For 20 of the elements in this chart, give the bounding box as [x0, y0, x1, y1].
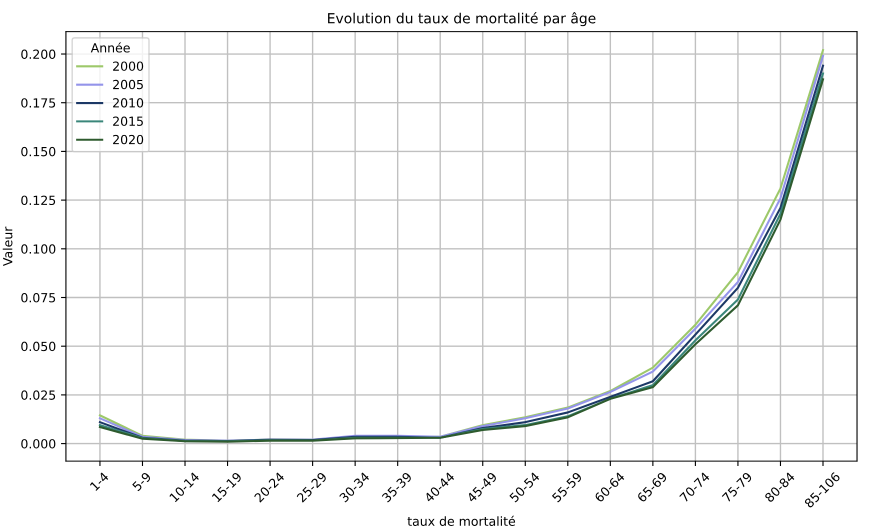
y-tick-label: 0.075 — [21, 292, 56, 302]
legend-label: 2005 — [113, 80, 143, 90]
chart-title: Evolution du taux de mortalité par âge — [328, 12, 596, 26]
x-axis-title: taux de mortalité — [408, 516, 516, 526]
legend-label: 2000 — [113, 61, 144, 71]
legend-label: 2015 — [113, 116, 143, 126]
legend-label: 2010 — [113, 98, 144, 108]
y-tick-label: 0.200 — [21, 49, 56, 59]
y-tick-label: 0.000 — [21, 439, 56, 449]
y-axis-title: Valeur — [2, 226, 12, 266]
x-tick-label: 5-9 — [132, 472, 152, 492]
y-tick-label: 0.125 — [21, 196, 56, 206]
legend-label: 2020 — [113, 134, 144, 144]
y-tick-label: 0.050 — [21, 342, 56, 352]
y-tick-label: 0.025 — [21, 390, 56, 400]
legend-title: Année — [90, 42, 130, 53]
y-tick-label: 0.175 — [21, 98, 56, 108]
x-tick-label: 1-4 — [90, 472, 110, 492]
y-tick-label: 0.150 — [21, 146, 56, 156]
y-tick-label: 0.100 — [21, 244, 56, 254]
